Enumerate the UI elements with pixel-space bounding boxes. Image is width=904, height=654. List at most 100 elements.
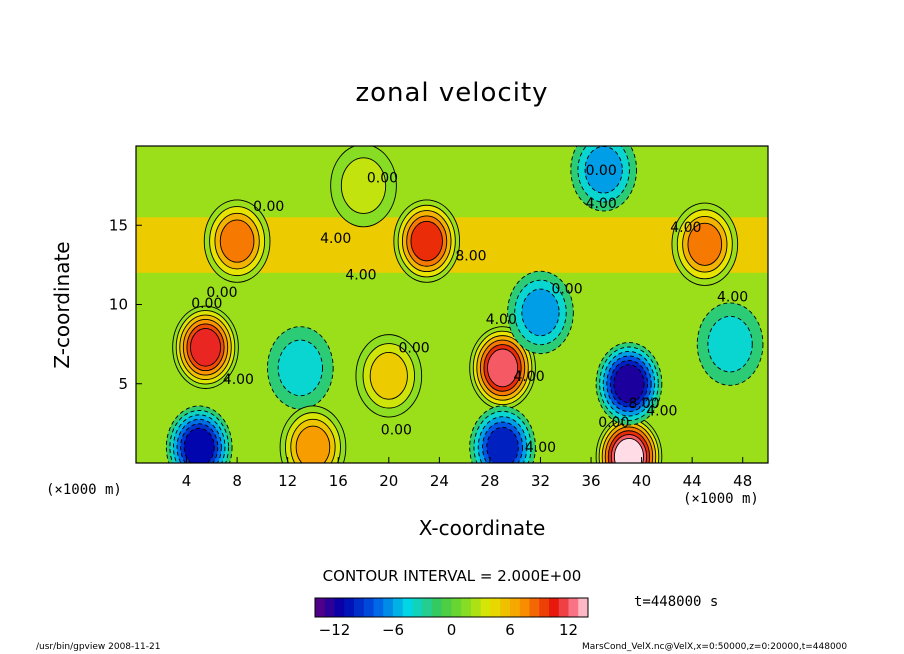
colorbar-frame	[314, 597, 589, 618]
field-feature	[330, 146, 397, 228]
field-feature	[279, 405, 347, 463]
x-unit-label-right: (×1000 m)	[683, 491, 759, 507]
colorbar-cell	[441, 598, 452, 617]
contour-ring	[707, 315, 753, 373]
colorbar-cell	[412, 598, 423, 617]
y-tick-label: 5	[118, 375, 128, 393]
contour-label: 0.00	[191, 296, 222, 312]
colorbar-cell	[334, 598, 345, 617]
contour-ring	[613, 364, 645, 404]
field-feature	[507, 270, 574, 355]
field-feature	[671, 202, 739, 286]
field-feature	[696, 302, 764, 386]
contour-label: 4.00	[646, 404, 677, 420]
contour-label: 4.00	[670, 220, 701, 236]
colorbar-cell	[461, 598, 472, 617]
colorbar-cell	[529, 598, 540, 617]
contour-ring	[521, 288, 560, 337]
colorbar-cell	[363, 598, 374, 617]
contour-ring	[277, 339, 323, 397]
contour-label: 0.00	[206, 285, 237, 301]
field-feature	[469, 326, 536, 410]
field-feature	[172, 305, 239, 389]
colorbar-tick-label: 0	[447, 621, 457, 639]
field-feature	[570, 146, 637, 212]
field-feature	[267, 326, 334, 410]
colorbar-cell	[422, 598, 433, 617]
colorbar-cell	[373, 598, 384, 617]
colorbar-cell	[480, 598, 491, 617]
contour-label: 4.00	[514, 369, 545, 385]
field-feature	[469, 405, 536, 463]
contour-ring	[410, 220, 443, 262]
contour-ring	[486, 426, 519, 463]
footer-right: MarsCond_VelX.nc@VelX,x=0:50000,z=0:2000…	[582, 642, 848, 652]
colorbar-cell	[354, 598, 365, 617]
x-tick-label: 32	[531, 472, 550, 490]
contour-ring	[183, 427, 215, 463]
x-tick-label: 48	[733, 472, 752, 490]
y-tick-label: 15	[109, 216, 128, 234]
contour-label: 0.00	[551, 282, 582, 298]
y-tick-label: 10	[109, 296, 128, 314]
contour-labels: 0.00 0.000.00 4.004.004.008.004.000.000.00…	[191, 163, 748, 456]
colorbar-cell	[344, 598, 355, 617]
contour-label: 4.00	[320, 231, 351, 247]
y-axis: 5 10 15	[109, 216, 142, 393]
x-tick-label: 16	[329, 472, 348, 490]
x-tick-label: 36	[581, 472, 600, 490]
footer-left: /usr/bin/gpview 2008-11-21	[36, 642, 161, 652]
x-unit-label-left: (×1000 m)	[46, 482, 122, 498]
colorbar-cell	[471, 598, 482, 617]
contour-label: 0.00	[253, 199, 284, 215]
colorbar-tick-label: 12	[559, 621, 578, 639]
contour-ring	[487, 348, 519, 388]
contour-ring	[219, 219, 255, 263]
colorbar-cell	[568, 598, 579, 617]
field-feature	[165, 405, 233, 463]
colorbar-tick-label: −6	[382, 621, 404, 639]
x-tick-label: 40	[632, 472, 651, 490]
contour-ring	[340, 157, 387, 214]
x-tick-label: 24	[430, 472, 449, 490]
colorbar-cell	[383, 598, 394, 617]
contour-label: 4.00	[223, 372, 254, 388]
contour-ring	[687, 222, 723, 266]
colorbar-cell	[315, 598, 326, 617]
contour-ring	[369, 352, 408, 400]
colorbar-cell	[432, 598, 443, 617]
time-label: t=448000 s	[634, 594, 719, 610]
colorbar-cell	[490, 598, 501, 617]
colorbar-cell	[324, 598, 335, 617]
contour-label: 8.00	[455, 248, 486, 264]
colorbar-cell	[402, 598, 413, 617]
colorbar-tick-label: 6	[505, 621, 515, 639]
x-tick-label: 8	[232, 472, 242, 490]
contour-label: 0.00	[598, 415, 629, 431]
contour-label: 4.00	[486, 312, 517, 328]
contour-label: 4.00	[345, 267, 376, 283]
colorbar-tick-label: −12	[319, 621, 351, 639]
contour-ring	[295, 425, 331, 463]
contour-label: 0.00	[398, 340, 429, 356]
field-background	[136, 146, 768, 463]
x-tick-label: 12	[278, 472, 297, 490]
x-tick-label: 44	[683, 472, 702, 490]
contour-ring	[613, 437, 644, 463]
field-feature	[393, 199, 461, 283]
colorbar-cell	[539, 598, 550, 617]
velocity-field	[136, 146, 768, 463]
contour-interval-label: CONTOUR INTERVAL = 2.000E+00	[322, 567, 582, 585]
contour-label: 0.00	[367, 171, 398, 187]
contour-label: 0.00	[586, 163, 617, 179]
colorbar-cell	[578, 598, 589, 617]
x-tick-label: 28	[480, 472, 499, 490]
contour-label: 4.00	[525, 440, 556, 456]
colorbar-cell	[510, 598, 521, 617]
field-feature	[595, 415, 663, 463]
colorbar-cell	[549, 598, 560, 617]
x-axis: 4 8 12 16 20 24 28 32 36 40 44 48	[182, 457, 752, 490]
contour-label: 4.00	[586, 196, 617, 212]
chart-title: zonal velocity	[355, 78, 549, 108]
